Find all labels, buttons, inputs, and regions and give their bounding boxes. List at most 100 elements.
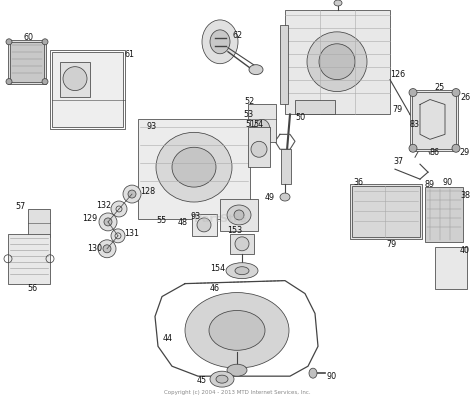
Text: 90: 90 bbox=[327, 372, 337, 381]
Ellipse shape bbox=[6, 79, 12, 85]
Ellipse shape bbox=[309, 368, 317, 378]
Ellipse shape bbox=[226, 263, 258, 279]
Ellipse shape bbox=[104, 218, 112, 226]
Ellipse shape bbox=[227, 364, 247, 376]
Ellipse shape bbox=[111, 229, 125, 243]
Bar bbox=[248, 128, 270, 167]
Text: 89: 89 bbox=[425, 180, 435, 188]
Ellipse shape bbox=[63, 67, 87, 91]
Ellipse shape bbox=[452, 144, 460, 152]
Text: Copyright (c) 2004 - 2013 MTD Internet Services, Inc.: Copyright (c) 2004 - 2013 MTD Internet S… bbox=[164, 390, 310, 395]
Ellipse shape bbox=[227, 205, 251, 225]
Bar bbox=[352, 186, 420, 237]
Text: 129: 129 bbox=[82, 214, 98, 223]
Text: 55: 55 bbox=[157, 217, 167, 225]
Text: 83: 83 bbox=[410, 120, 420, 129]
Text: 128: 128 bbox=[140, 187, 155, 196]
Text: 154: 154 bbox=[210, 264, 226, 273]
Ellipse shape bbox=[409, 144, 417, 152]
Text: 29: 29 bbox=[460, 148, 470, 157]
Bar bbox=[52, 52, 123, 128]
Ellipse shape bbox=[319, 44, 355, 80]
Ellipse shape bbox=[197, 218, 211, 232]
Text: 79: 79 bbox=[387, 240, 397, 249]
Ellipse shape bbox=[210, 371, 234, 387]
Bar bbox=[8, 234, 50, 284]
Text: 25: 25 bbox=[435, 83, 445, 92]
Ellipse shape bbox=[103, 245, 111, 253]
Ellipse shape bbox=[234, 210, 244, 220]
Ellipse shape bbox=[334, 0, 342, 6]
Ellipse shape bbox=[307, 32, 367, 91]
Text: 79: 79 bbox=[393, 105, 403, 114]
Text: 130: 130 bbox=[88, 244, 102, 253]
Ellipse shape bbox=[123, 185, 141, 203]
Text: 53: 53 bbox=[243, 110, 253, 119]
Bar bbox=[220, 199, 258, 231]
Text: PartStre: PartStre bbox=[194, 214, 246, 224]
Ellipse shape bbox=[235, 267, 249, 275]
Ellipse shape bbox=[209, 310, 265, 350]
Text: 37: 37 bbox=[393, 157, 403, 166]
Text: 45: 45 bbox=[197, 376, 207, 385]
Text: 57: 57 bbox=[15, 202, 25, 211]
Text: 86: 86 bbox=[430, 148, 440, 157]
Ellipse shape bbox=[156, 132, 232, 202]
Text: 132: 132 bbox=[96, 202, 111, 211]
Bar bbox=[280, 25, 288, 105]
Text: 153: 153 bbox=[228, 227, 243, 235]
Text: 52: 52 bbox=[245, 97, 255, 106]
Ellipse shape bbox=[254, 120, 270, 139]
Bar bbox=[60, 62, 90, 97]
Bar bbox=[281, 149, 291, 184]
Text: 48: 48 bbox=[178, 219, 188, 227]
Ellipse shape bbox=[202, 20, 238, 64]
Text: 46: 46 bbox=[210, 284, 220, 293]
Bar bbox=[28, 209, 50, 237]
Ellipse shape bbox=[251, 141, 267, 157]
Bar bbox=[138, 120, 250, 219]
Ellipse shape bbox=[235, 237, 249, 251]
Bar bbox=[350, 184, 422, 239]
Bar bbox=[192, 214, 217, 236]
Bar bbox=[412, 91, 456, 149]
Ellipse shape bbox=[111, 201, 127, 217]
Ellipse shape bbox=[99, 213, 117, 231]
Text: 131: 131 bbox=[125, 229, 139, 238]
Text: 62: 62 bbox=[233, 31, 243, 40]
Bar bbox=[248, 105, 276, 142]
Ellipse shape bbox=[6, 39, 12, 45]
Text: 61: 61 bbox=[125, 50, 135, 59]
Text: 44: 44 bbox=[163, 334, 173, 343]
Ellipse shape bbox=[128, 190, 136, 198]
Ellipse shape bbox=[42, 79, 48, 85]
Bar bbox=[285, 10, 390, 114]
Text: 50: 50 bbox=[295, 113, 305, 122]
Ellipse shape bbox=[249, 65, 263, 74]
Ellipse shape bbox=[98, 240, 116, 258]
Text: 51: 51 bbox=[245, 120, 255, 129]
Ellipse shape bbox=[42, 39, 48, 45]
Text: 126: 126 bbox=[391, 70, 406, 79]
Bar bbox=[8, 40, 46, 84]
Ellipse shape bbox=[409, 89, 417, 97]
Text: 60: 60 bbox=[23, 33, 33, 42]
Bar bbox=[10, 42, 44, 82]
Text: 93: 93 bbox=[191, 212, 201, 221]
Ellipse shape bbox=[280, 193, 290, 201]
Bar bbox=[425, 187, 463, 242]
Text: 40: 40 bbox=[460, 246, 470, 255]
Ellipse shape bbox=[216, 375, 228, 383]
Text: 56: 56 bbox=[27, 284, 37, 293]
Text: 93: 93 bbox=[147, 122, 157, 131]
Bar bbox=[230, 234, 254, 254]
Bar bbox=[295, 99, 335, 114]
Bar bbox=[410, 89, 458, 151]
Ellipse shape bbox=[452, 89, 460, 97]
Ellipse shape bbox=[185, 293, 289, 368]
Text: 90: 90 bbox=[443, 178, 453, 187]
Bar bbox=[435, 247, 467, 289]
Text: 26: 26 bbox=[460, 93, 470, 102]
Bar bbox=[50, 50, 125, 129]
Text: 54: 54 bbox=[253, 120, 263, 129]
